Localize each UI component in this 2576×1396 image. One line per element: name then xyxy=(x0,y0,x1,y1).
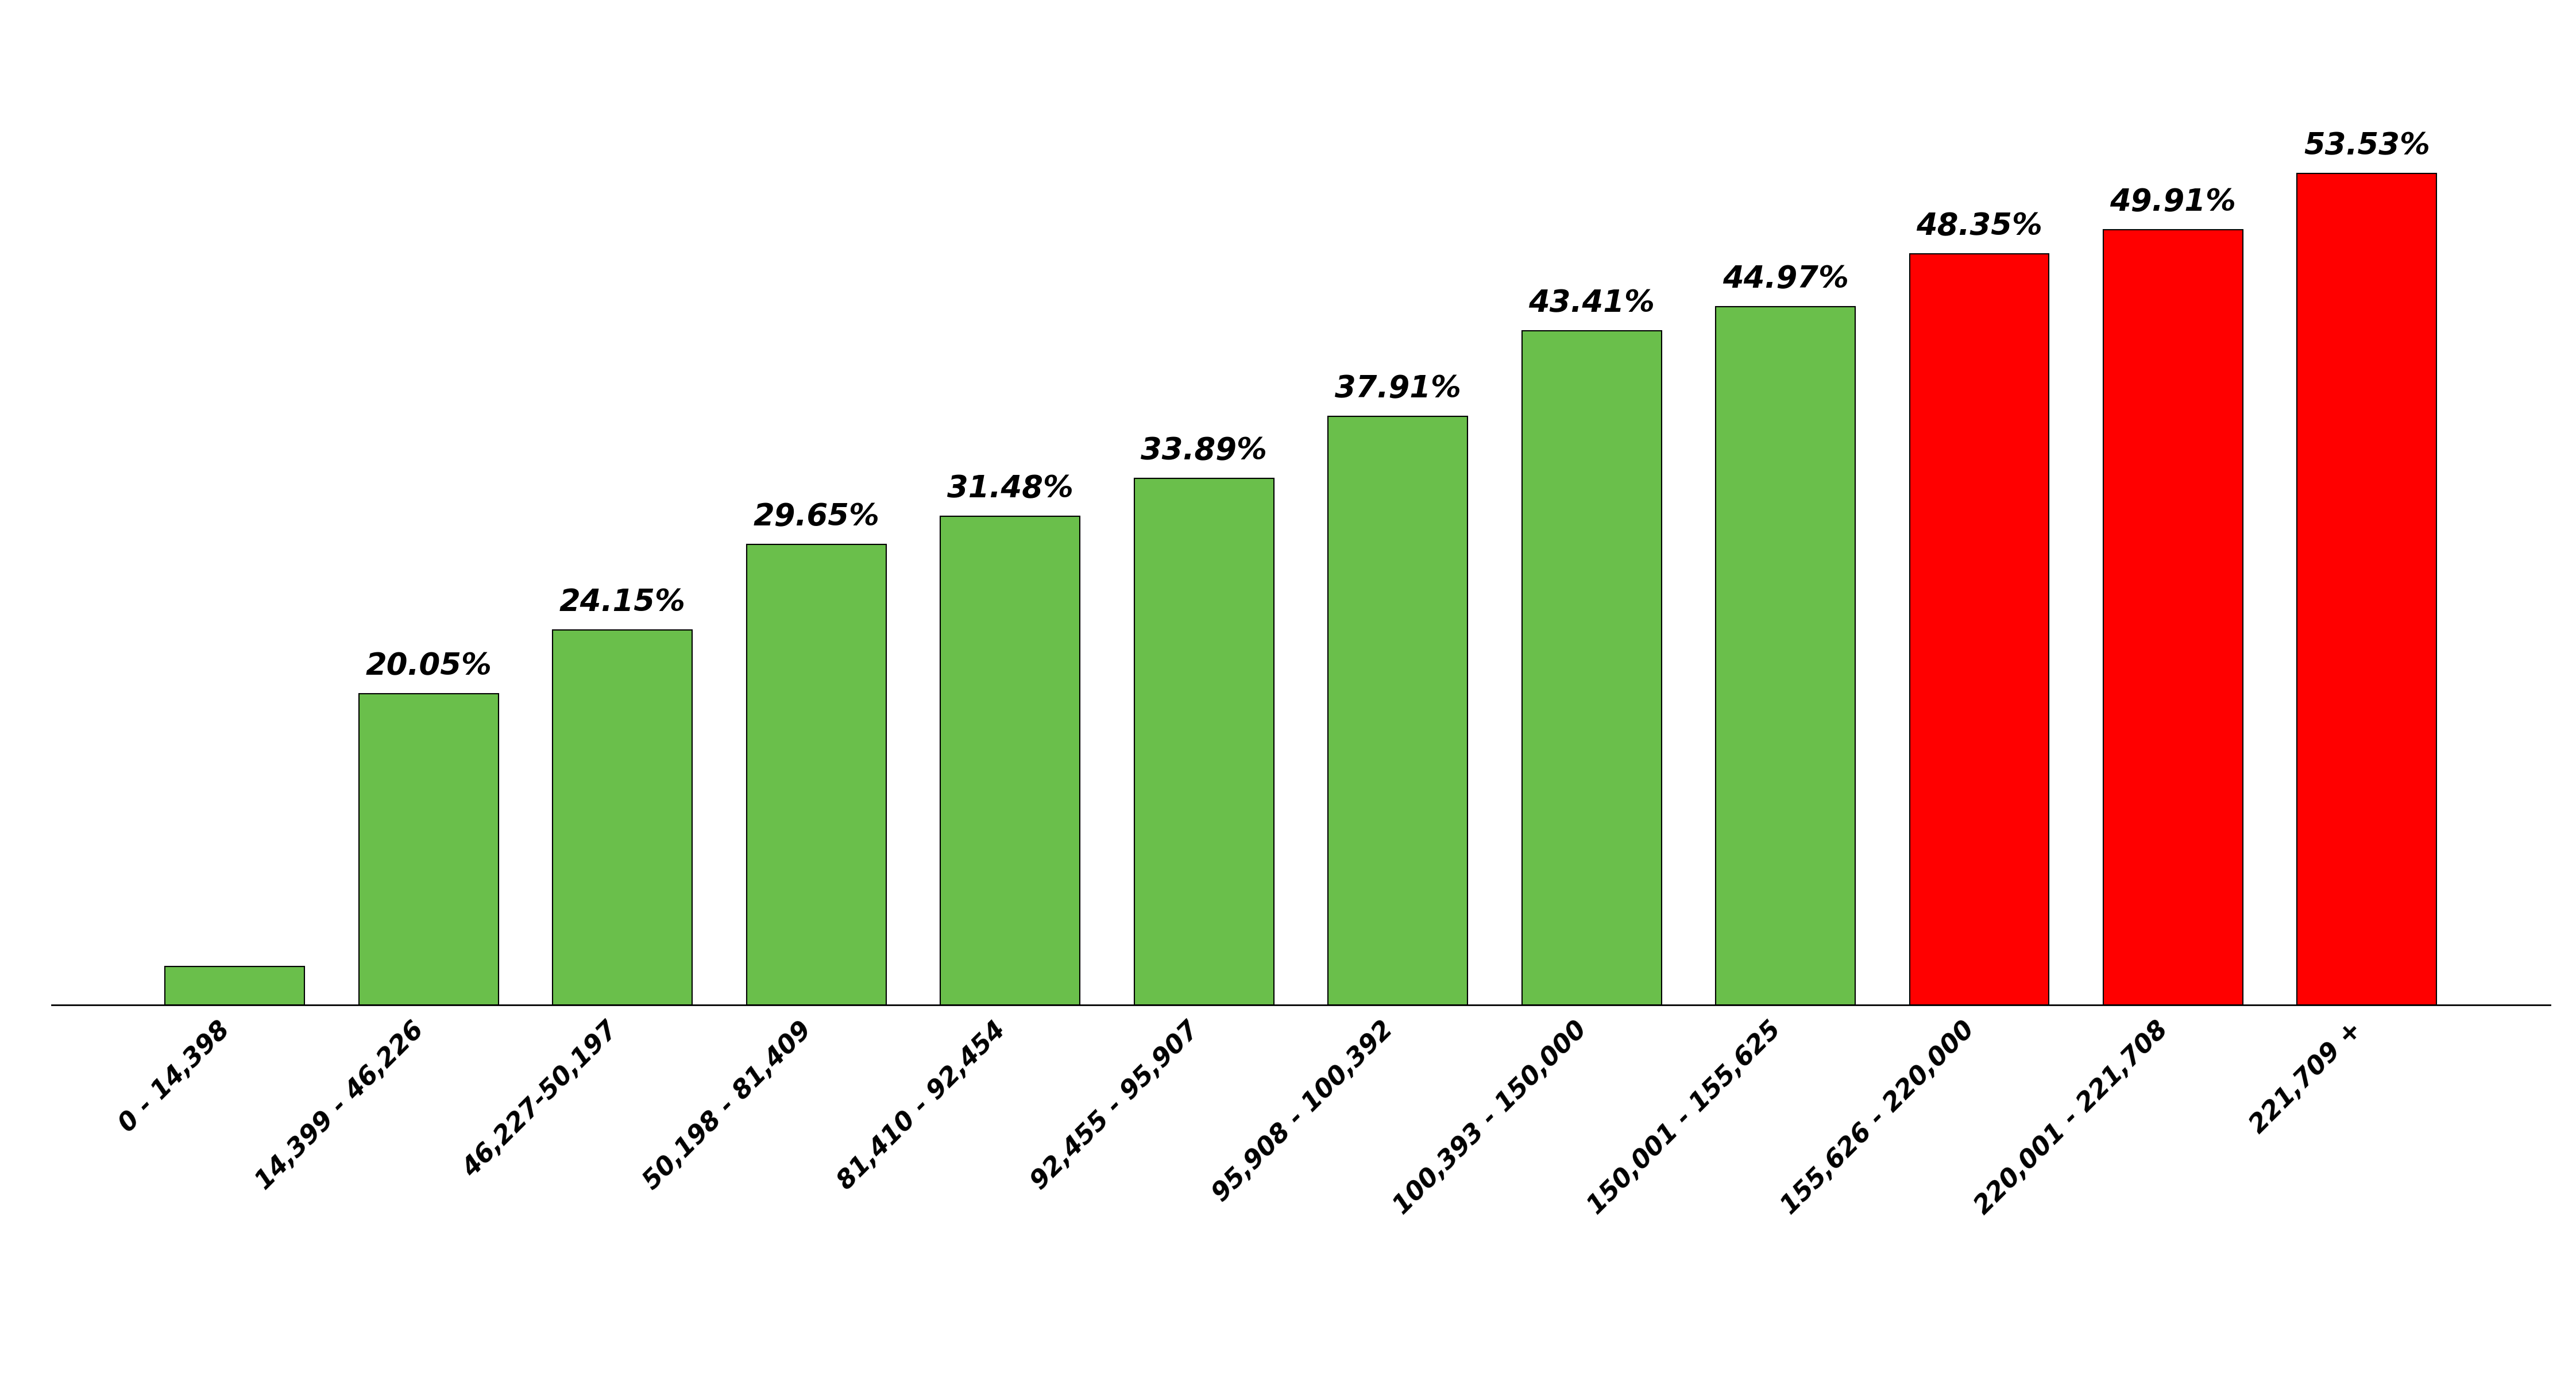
Bar xyxy=(940,517,1079,1005)
Text: 33.89%: 33.89% xyxy=(1141,437,1267,466)
Bar xyxy=(2102,230,2244,1005)
Text: 43.41%: 43.41% xyxy=(1528,289,1654,318)
Bar xyxy=(1329,416,1468,1005)
Text: 31.48%: 31.48% xyxy=(948,473,1074,504)
Text: 44.97%: 44.97% xyxy=(1723,264,1850,295)
Text: 48.35%: 48.35% xyxy=(1917,212,2043,242)
Text: 53.53%: 53.53% xyxy=(2303,131,2429,161)
Bar xyxy=(747,544,886,1005)
Bar xyxy=(1716,307,1855,1005)
Text: 37.91%: 37.91% xyxy=(1334,374,1461,403)
Bar xyxy=(1133,479,1273,1005)
Bar xyxy=(554,630,693,1005)
Bar xyxy=(2298,173,2437,1005)
Text: 49.91%: 49.91% xyxy=(2110,187,2236,218)
Bar xyxy=(358,694,500,1005)
Text: 29.65%: 29.65% xyxy=(752,503,878,532)
Bar xyxy=(1909,254,2048,1005)
Text: 20.05%: 20.05% xyxy=(366,652,492,681)
Text: 24.15%: 24.15% xyxy=(559,588,685,617)
Bar xyxy=(165,966,304,1005)
Bar xyxy=(1522,331,1662,1005)
